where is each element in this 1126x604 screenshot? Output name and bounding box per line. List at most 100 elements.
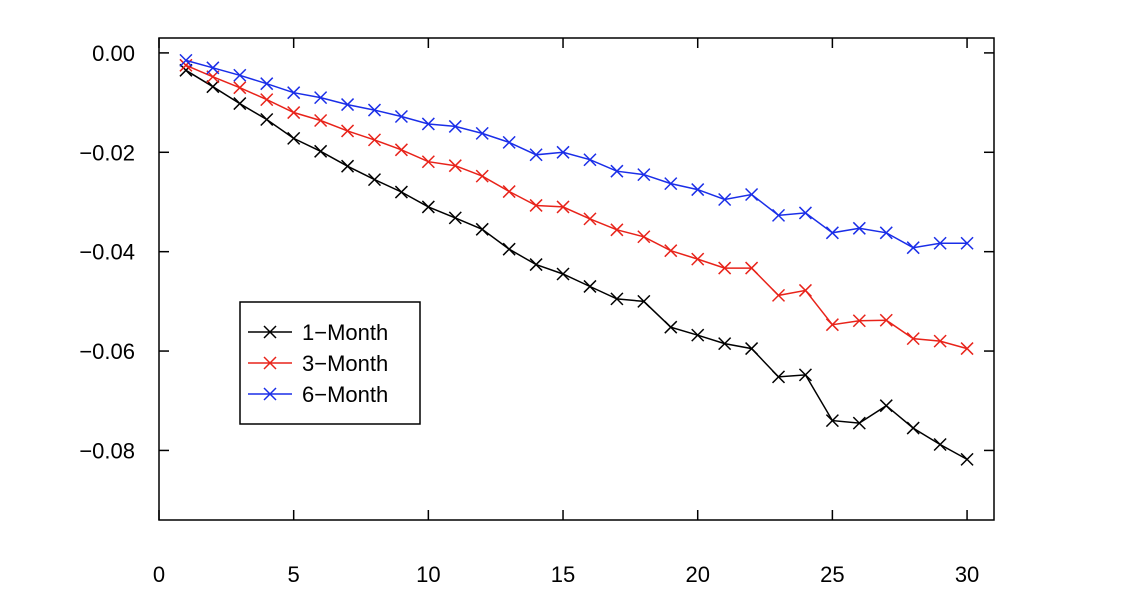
data-point — [448, 159, 462, 173]
legend: 1−Month 3−Month 6−Month — [239, 301, 421, 425]
data-point — [771, 208, 786, 222]
data-point — [233, 81, 247, 95]
data-point — [798, 368, 812, 382]
data-point — [421, 155, 435, 169]
data-point — [852, 314, 866, 328]
data-point — [287, 131, 301, 145]
data-point — [394, 109, 408, 124]
y-tick-label: −0.06 — [79, 339, 135, 364]
data-point — [367, 133, 382, 147]
data-point — [610, 223, 624, 237]
data-point — [367, 103, 382, 117]
data-point — [637, 294, 651, 308]
data-point — [745, 342, 759, 356]
x-tick-label: 20 — [685, 562, 709, 587]
data-point — [314, 113, 328, 128]
data-point — [314, 144, 328, 158]
y-tick-label: −0.08 — [79, 438, 135, 463]
data-point — [825, 318, 839, 332]
data-point — [475, 169, 489, 183]
data-point — [718, 192, 732, 207]
data-point — [502, 242, 516, 256]
y-tick-label: 0.00 — [92, 41, 135, 66]
series-layer — [179, 53, 974, 466]
data-point — [879, 313, 893, 327]
data-point — [745, 187, 759, 202]
x-tick-label: 25 — [820, 562, 844, 587]
axis-ticks — [158, 38, 994, 520]
data-point — [906, 421, 920, 435]
data-point — [691, 183, 705, 197]
data-point — [852, 416, 866, 430]
data-point — [394, 143, 408, 157]
data-point — [421, 117, 435, 131]
data-point — [825, 226, 839, 240]
data-point — [583, 212, 597, 226]
data-point — [825, 414, 839, 428]
data-point — [287, 106, 301, 120]
data-point — [421, 200, 435, 214]
data-point — [718, 261, 732, 275]
series-line — [185, 64, 968, 350]
data-point — [583, 279, 597, 293]
data-point — [933, 334, 947, 348]
data-point — [206, 61, 220, 75]
data-point — [233, 68, 247, 82]
legend-marker — [263, 325, 277, 339]
data-point — [260, 77, 274, 91]
data-point — [960, 342, 974, 356]
legend-item: 6−Month — [248, 382, 388, 407]
series-line — [185, 59, 968, 249]
y-tick-label: −0.04 — [79, 240, 135, 265]
x-tick-label: 0 — [153, 562, 165, 587]
data-point — [341, 159, 355, 173]
data-point — [448, 211, 462, 225]
data-point — [502, 135, 516, 149]
data-point — [341, 124, 355, 138]
data-point — [475, 222, 489, 236]
legend-label: 3−Month — [302, 351, 388, 376]
data-point — [664, 244, 678, 258]
data-point — [879, 399, 893, 413]
data-point — [260, 93, 274, 107]
data-point — [852, 221, 866, 235]
data-point — [314, 91, 328, 105]
data-point — [394, 185, 408, 199]
legend-item: 3−Month — [248, 351, 388, 376]
data-point — [529, 198, 543, 212]
data-point — [502, 185, 516, 199]
data-point — [933, 437, 947, 452]
y-tick-label: −0.02 — [79, 140, 135, 165]
data-point — [475, 126, 489, 140]
data-point — [556, 267, 570, 281]
series-line — [185, 69, 968, 461]
data-point — [448, 119, 462, 133]
data-point — [960, 452, 974, 466]
data-point — [771, 370, 786, 384]
plot-frame — [158, 37, 995, 521]
data-point — [745, 261, 759, 275]
data-point — [691, 252, 705, 266]
data-point — [287, 86, 301, 100]
data-point — [529, 148, 543, 162]
x-tick-label: 30 — [955, 562, 979, 587]
data-point — [771, 288, 786, 302]
data-point — [556, 200, 570, 214]
data-point — [637, 168, 651, 182]
series-0 — [179, 63, 974, 466]
data-point — [179, 53, 193, 67]
data-point — [610, 164, 624, 178]
data-point — [691, 328, 705, 342]
data-point — [664, 320, 678, 334]
legend-marker — [263, 356, 277, 370]
data-point — [798, 206, 812, 220]
legend-item: 1−Month — [248, 320, 388, 345]
data-point — [637, 230, 651, 244]
data-point — [798, 283, 812, 297]
data-point — [367, 173, 382, 187]
data-point — [233, 97, 247, 111]
data-point — [960, 236, 974, 250]
x-tick-label: 10 — [416, 562, 440, 587]
data-point — [906, 241, 920, 255]
